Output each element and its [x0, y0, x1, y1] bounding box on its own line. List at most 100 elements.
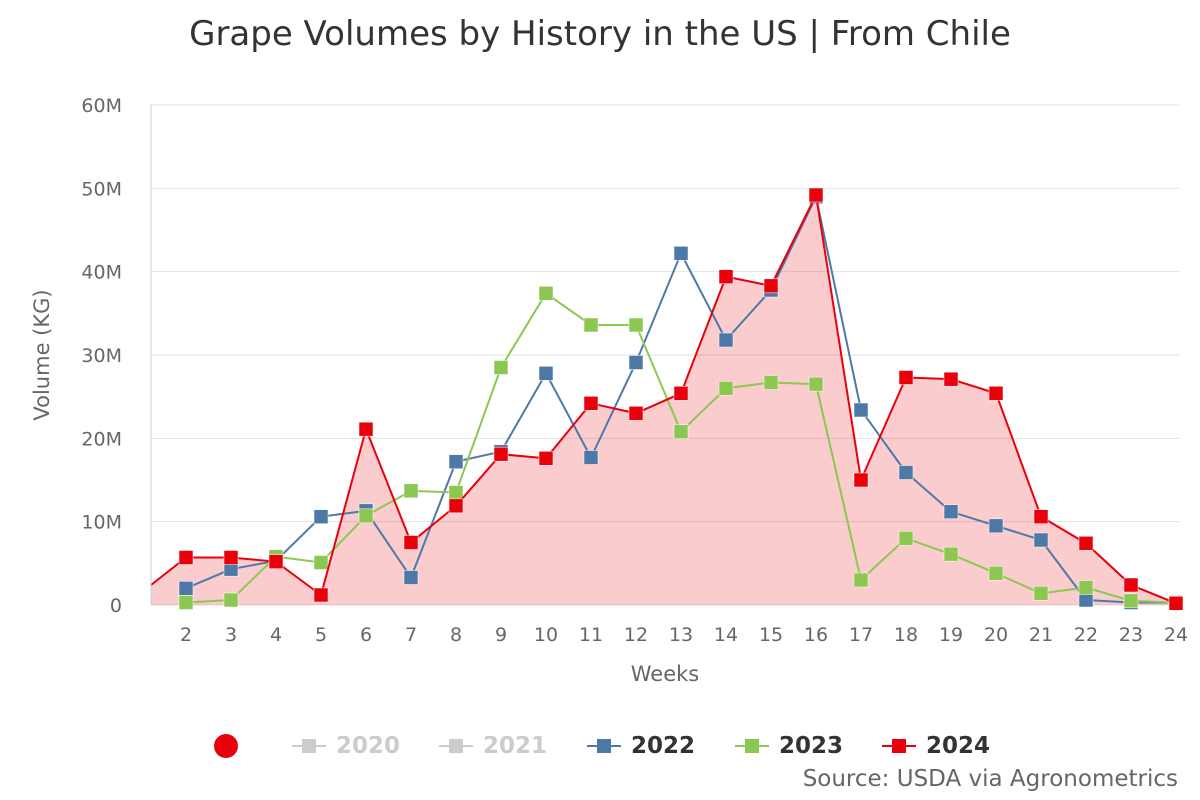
legend-label: 2020 — [336, 733, 401, 759]
series-2023-point — [718, 381, 734, 396]
legend-item-2023[interactable]: 2023 — [735, 728, 843, 764]
series-2023-point — [988, 566, 1004, 581]
y-tick-label: 0 — [110, 595, 122, 617]
x-tick-label: 10 — [534, 624, 558, 646]
y-tick-label: 10M — [81, 512, 122, 534]
series-2022-point — [898, 465, 914, 480]
y-tick-label: 50M — [81, 178, 122, 200]
series-2023-point — [538, 286, 554, 301]
y-axis-label: Volume (KG) — [30, 289, 54, 420]
y-tick-label: 30M — [81, 345, 122, 367]
series-2023-point — [763, 375, 779, 390]
series-2023-point — [583, 317, 599, 333]
series-2023-point — [493, 360, 509, 375]
x-axis-ticks: 2 3 4 5 6 7 8 9 10 11 12 13 14 15 16 17 18 19 20 21 22 23 24 — [180, 624, 1188, 646]
series-2023-point — [943, 546, 959, 562]
series-2023-point — [358, 508, 374, 524]
series-2024-point — [223, 550, 239, 565]
legend-label: 2023 — [779, 733, 844, 759]
series-2023-point — [1078, 580, 1094, 595]
x-tick-label: 9 — [495, 624, 507, 646]
series-2024-point — [853, 472, 869, 488]
series-2024-point — [763, 278, 779, 294]
series-2022-point — [313, 509, 329, 524]
legend-symbol — [735, 736, 769, 756]
legend-label: 2021 — [483, 733, 548, 759]
x-tick-label: 15 — [759, 624, 783, 646]
x-tick-label: 17 — [849, 624, 873, 646]
series-2024-point — [538, 451, 554, 466]
x-tick-label: 21 — [1029, 624, 1053, 646]
legend-item-2024[interactable]: 2024 — [882, 728, 990, 764]
series-2024-point — [673, 386, 689, 401]
series-2024-point — [313, 587, 329, 603]
series-2023-point — [178, 595, 194, 610]
series-2024-point — [583, 396, 599, 411]
series-2024-point — [808, 187, 824, 203]
x-tick-label: 7 — [405, 624, 417, 646]
legend-dot-marker — [214, 734, 238, 758]
series-2023-point — [403, 483, 419, 499]
area-layer — [151, 195, 1176, 605]
series-2024-point — [718, 269, 734, 284]
series-2024-point — [943, 371, 959, 387]
x-tick-label: 20 — [984, 624, 1008, 646]
series-2023-point — [898, 531, 914, 546]
series-2024-point — [448, 498, 464, 514]
series-2022-point — [403, 570, 419, 585]
series-2024-point — [268, 554, 284, 569]
x-tick-label: 19 — [939, 624, 963, 646]
series-2022-point — [538, 366, 554, 381]
x-tick-label: 4 — [270, 624, 282, 646]
series-2024-point — [493, 446, 509, 462]
series-2022-point — [448, 454, 464, 469]
legend-symbol — [292, 736, 326, 756]
series-2023-point — [853, 572, 869, 588]
x-tick-label: 16 — [804, 624, 828, 646]
legend-label: 2024 — [926, 733, 991, 759]
legend-item-2020[interactable]: 2020 — [292, 728, 400, 764]
series-2023-point — [223, 592, 239, 608]
series-2024-line — [150, 191, 1177, 605]
series-2023-point — [1033, 586, 1049, 601]
series-2024-area — [151, 195, 1176, 605]
chart-title: Grape Volumes by History in the US | Fro… — [189, 14, 1011, 54]
legend-label: 2022 — [631, 733, 696, 759]
source-credit: Source: USDA via Agronometrics — [802, 766, 1178, 792]
series-2023-point — [448, 485, 464, 500]
y-tick-label: 20M — [81, 428, 122, 450]
series-2022-point — [1078, 592, 1094, 608]
legend-item-2021[interactable]: 2021 — [439, 728, 547, 764]
x-tick-label: 13 — [669, 624, 693, 646]
series-2022-point — [988, 518, 1004, 534]
series-2024-point — [178, 550, 194, 565]
x-tick-label: 22 — [1074, 624, 1098, 646]
series-2022-point — [718, 332, 734, 348]
series-2023-point — [673, 424, 689, 439]
series-2022-point — [178, 581, 194, 596]
series-2024-point — [628, 406, 644, 421]
series-2022-point — [853, 402, 869, 418]
series-layer — [150, 187, 1184, 611]
series-2024-point — [1123, 577, 1139, 593]
x-tick-label: 24 — [1164, 624, 1188, 646]
x-axis-label: Weeks — [631, 662, 699, 686]
y-axis-ticks: 0 10M 20M 30M 40M 50M 60M — [81, 95, 122, 617]
legend-symbol — [587, 736, 621, 756]
y-tick-label: 40M — [81, 262, 122, 284]
x-tick-label: 6 — [360, 624, 372, 646]
series-2024-point — [403, 535, 419, 550]
series-2023-point — [313, 555, 329, 570]
x-tick-label: 18 — [894, 624, 918, 646]
series-2022-point — [673, 246, 689, 261]
series-2023-point — [628, 317, 644, 333]
series-2024-point — [1033, 509, 1049, 524]
legend-item-2022[interactable]: 2022 — [587, 728, 695, 764]
x-tick-label: 14 — [714, 624, 738, 646]
series-2024 — [150, 187, 1184, 611]
x-tick-label: 5 — [315, 624, 327, 646]
series-2023-point — [808, 376, 824, 392]
legend: 2020 2021 2022 2023 2024 — [0, 728, 1200, 764]
series-2024-point — [358, 421, 374, 437]
x-tick-label: 12 — [624, 624, 648, 646]
